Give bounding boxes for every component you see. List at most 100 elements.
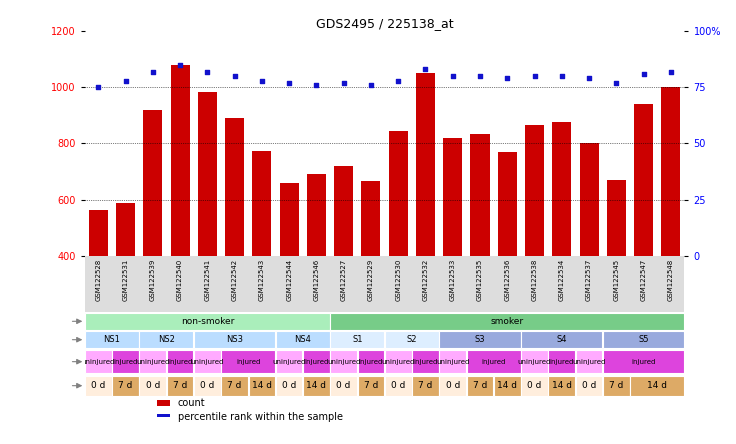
Point xyxy=(556,72,567,79)
Text: injured: injured xyxy=(550,359,574,365)
Text: 0 d: 0 d xyxy=(282,381,297,390)
Text: GSM122548: GSM122548 xyxy=(668,259,674,301)
Bar xyxy=(576,376,602,396)
Bar xyxy=(443,138,462,256)
Bar xyxy=(521,331,602,348)
Bar xyxy=(139,376,166,396)
Bar xyxy=(603,376,630,396)
Bar xyxy=(85,376,112,396)
Title: GDS2495 / 225138_at: GDS2495 / 225138_at xyxy=(316,17,453,30)
Text: uninjured: uninjured xyxy=(191,359,224,365)
Bar xyxy=(385,350,411,373)
Text: 14 d: 14 d xyxy=(498,381,517,390)
Text: GSM122533: GSM122533 xyxy=(450,259,456,301)
Bar xyxy=(439,350,466,373)
Text: 0 d: 0 d xyxy=(391,381,406,390)
Text: 14 d: 14 d xyxy=(252,381,272,390)
Text: GSM122544: GSM122544 xyxy=(286,259,292,301)
Text: injured: injured xyxy=(631,359,656,365)
Text: 7 d: 7 d xyxy=(609,381,623,390)
Bar xyxy=(167,350,194,373)
Point xyxy=(147,68,159,75)
Bar xyxy=(439,331,520,348)
Text: uninjured: uninjured xyxy=(518,359,551,365)
Bar xyxy=(385,331,439,348)
Bar xyxy=(552,123,571,256)
Text: GSM122543: GSM122543 xyxy=(259,259,265,301)
Text: GSM122530: GSM122530 xyxy=(395,259,401,301)
Text: 7 d: 7 d xyxy=(418,381,433,390)
Text: 0 d: 0 d xyxy=(200,381,214,390)
Bar xyxy=(85,350,112,373)
Bar xyxy=(662,87,680,256)
Text: injured: injured xyxy=(481,359,506,365)
Bar xyxy=(416,73,435,256)
Bar xyxy=(252,151,272,256)
Text: S1: S1 xyxy=(352,335,363,344)
Text: injured: injured xyxy=(168,359,192,365)
Bar xyxy=(194,331,275,348)
Bar xyxy=(548,350,575,373)
Text: 7 d: 7 d xyxy=(364,381,378,390)
Point xyxy=(174,61,186,68)
Text: GSM122539: GSM122539 xyxy=(150,259,156,301)
Point xyxy=(637,70,649,77)
Text: GSM122537: GSM122537 xyxy=(586,259,592,301)
Text: 7 d: 7 d xyxy=(118,381,132,390)
Text: GSM122531: GSM122531 xyxy=(122,259,129,301)
Bar xyxy=(467,350,520,373)
Text: smoker: smoker xyxy=(491,317,524,326)
Text: NS3: NS3 xyxy=(226,335,243,344)
Text: 7 d: 7 d xyxy=(227,381,242,390)
Point xyxy=(474,72,486,79)
Bar xyxy=(525,125,544,256)
Bar xyxy=(276,350,302,373)
Bar xyxy=(303,350,330,373)
Bar xyxy=(361,182,381,256)
Point xyxy=(501,75,513,82)
Bar xyxy=(249,376,275,396)
Text: percentile rank within the sample: percentile rank within the sample xyxy=(177,412,343,422)
Text: 14 d: 14 d xyxy=(552,381,572,390)
Bar xyxy=(412,376,439,396)
Bar xyxy=(439,376,466,396)
Text: uninjured: uninjured xyxy=(381,359,415,365)
Text: 0 d: 0 d xyxy=(146,381,160,390)
Text: 7 d: 7 d xyxy=(173,381,187,390)
Point xyxy=(229,72,241,79)
Bar xyxy=(276,376,302,396)
Text: GSM122528: GSM122528 xyxy=(95,259,102,301)
Text: injured: injured xyxy=(414,359,438,365)
Text: GSM122546: GSM122546 xyxy=(314,259,319,301)
Bar xyxy=(576,350,602,373)
Text: 0 d: 0 d xyxy=(527,381,542,390)
Text: GSM122538: GSM122538 xyxy=(531,259,537,301)
Bar xyxy=(139,350,166,373)
Bar xyxy=(171,65,190,256)
Bar xyxy=(330,331,384,348)
Point xyxy=(311,82,322,89)
Bar xyxy=(194,376,221,396)
Text: GSM122529: GSM122529 xyxy=(368,259,374,301)
Bar xyxy=(330,313,684,329)
Bar xyxy=(498,152,517,256)
Bar xyxy=(139,331,194,348)
Text: GSM122545: GSM122545 xyxy=(613,259,619,301)
Text: GSM122535: GSM122535 xyxy=(477,259,483,301)
Text: uninjured: uninjured xyxy=(327,359,361,365)
Text: 0 d: 0 d xyxy=(445,381,460,390)
Text: GSM122547: GSM122547 xyxy=(640,259,647,301)
Text: 0 d: 0 d xyxy=(91,381,105,390)
Text: GSM122540: GSM122540 xyxy=(177,259,183,301)
Bar xyxy=(198,91,217,256)
Point xyxy=(610,79,622,86)
Text: 0 d: 0 d xyxy=(336,381,351,390)
Point xyxy=(665,68,676,75)
Bar xyxy=(330,350,357,373)
Text: NS1: NS1 xyxy=(104,335,121,344)
Bar xyxy=(112,376,139,396)
Bar xyxy=(330,376,357,396)
Text: NS4: NS4 xyxy=(294,335,311,344)
Bar xyxy=(521,376,548,396)
Bar xyxy=(412,350,439,373)
